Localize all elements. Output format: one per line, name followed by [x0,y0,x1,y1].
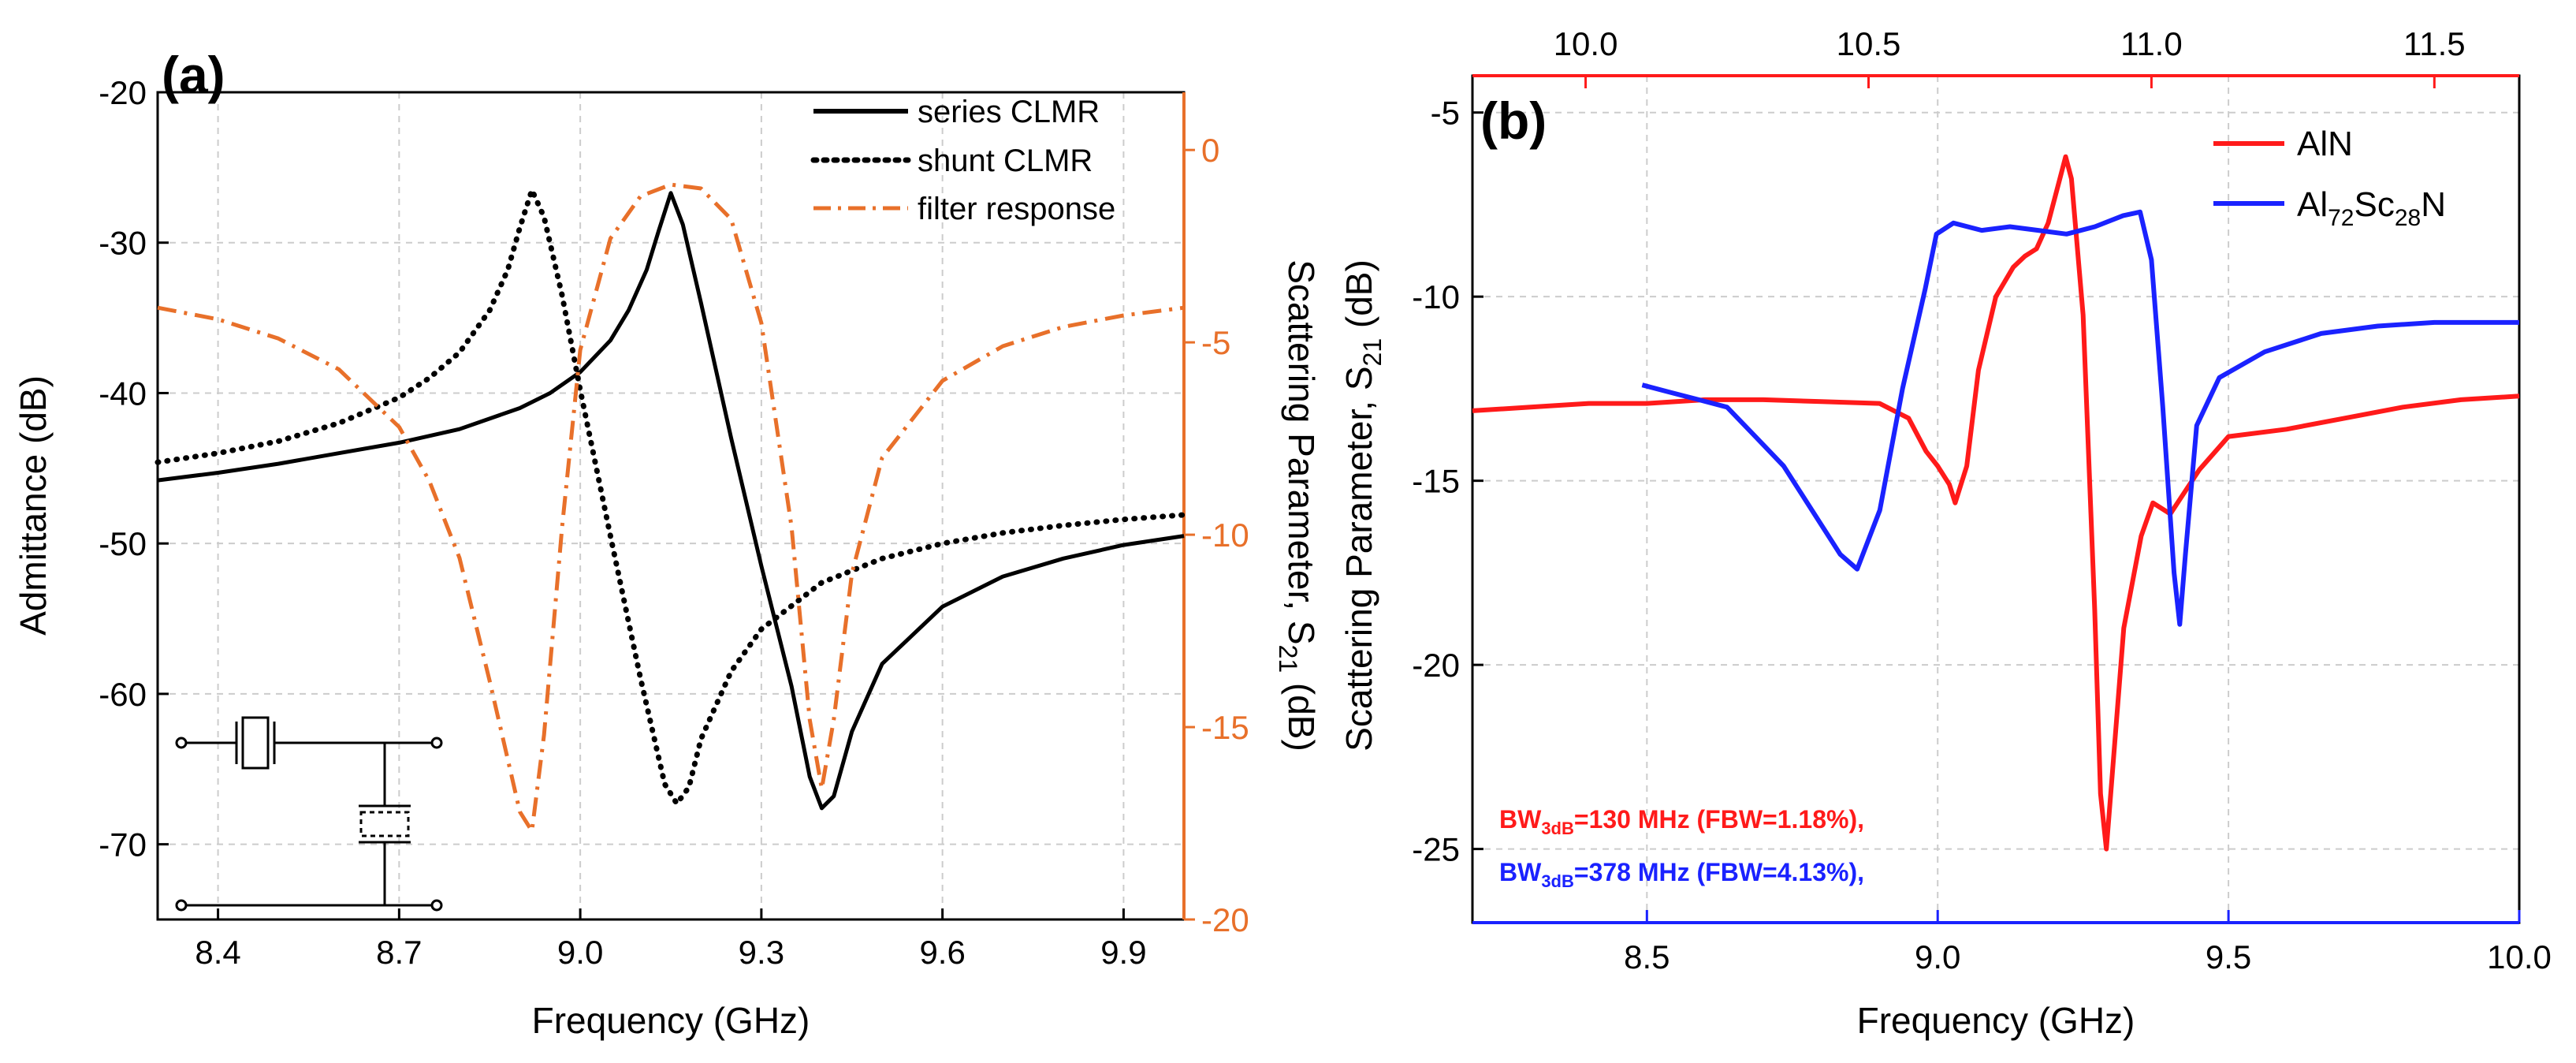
y-tick-label-right: -20 [1201,901,1249,938]
panel-b-y-ticks: -25 -20 -15 -10 -5 [1412,95,1483,868]
panel-a-grid [158,91,1184,919]
panel-b-legend: AlN Al72Sc28N [2213,125,2446,231]
panel-a-series [154,182,1187,834]
legend-series-clmr-label: series CLMR [918,95,1100,129]
y-tick-label: -20 [1412,647,1460,684]
y-tick-label-right: 0 [1201,132,1219,169]
aln-line [1472,154,2520,852]
panel-b-series [1472,154,2520,852]
panel-b-x-ticks-top: 10.0 10.5 11.0 11.5 [1554,25,2466,88]
x-tick-label: 8.7 [376,934,422,971]
x-tick-label-bottom: 8.5 [1624,938,1670,975]
x-tick-label: 9.0 [557,934,603,971]
x-tick-label-bottom: 10.0 [2487,938,2552,975]
x-tick-label-top: 10.5 [1837,25,1901,62]
panel-b: 8.5 9.0 9.5 10.0 10.0 10.5 11.0 11.5 -25 -20 -15… [1338,25,2552,1041]
x-tick-label-bottom: 9.5 [2206,938,2251,975]
panel-a-x-ticks: 8.4 8.7 9.0 9.3 9.6 9.9 [195,908,1147,971]
series-clmr-line [157,191,1185,811]
panel-b-x-axis-label: Frequency (GHz) [1857,1000,2135,1041]
x-tick-label: 9.3 [739,934,784,971]
y-tick-label-right: -10 [1201,517,1249,554]
y-tick-label-right: -5 [1201,324,1230,361]
shunt-clmr-line [154,187,1187,807]
y-tick-label: -15 [1412,463,1460,500]
x-tick-label-top: 11.5 [2403,25,2466,62]
x-tick-label: 8.4 [195,934,240,971]
panel-a-y-axis-label-left: Admittance (dB) [13,375,54,636]
panel-b-x-ticks-bottom: 8.5 9.0 9.5 10.0 [1624,910,2552,975]
bw-annotation-alsc: BW3dB=378 MHz (FBW=4.13%), [1499,858,1864,891]
bw-annotation-aln: BW3dB=130 MHz (FBW=1.18%), [1499,805,1864,838]
x-tick-label-top: 11.0 [2120,25,2183,62]
x-tick-label-bottom: 9.0 [1915,938,1960,975]
panel-a-y-axis-label-right: Scattering Parameter, S21 (dB) [1274,259,1322,752]
legend-filter-response-label: filter response [918,192,1115,226]
y-tick-label: -5 [1431,95,1460,132]
legend-aln-label: AlN [2297,125,2353,163]
panel-b-y-axis-label: Scattering Parameter, S21 (dB) [1338,259,1387,752]
filter-response-line [157,182,1185,834]
y-tick-label-left: -20 [99,74,147,111]
y-tick-label-left: -50 [99,525,147,562]
y-tick-label-right: -15 [1201,709,1249,746]
x-tick-label: 9.9 [1100,934,1146,971]
legend-alsc-label: Al72Sc28N [2297,185,2446,231]
panel-a-y-ticks-left: -70 -60 -50 -40 -30 -20 [99,74,169,863]
panel-a-y-ticks-right: -20 -15 -10 -5 0 [1184,132,1249,938]
alsc-n-line [1641,209,2519,627]
y-tick-label-left: -70 [99,826,147,863]
panel-a-legend: series CLMR shunt CLMR filter response [810,95,1115,226]
y-tick-label: -10 [1412,278,1460,315]
y-tick-label-left: -60 [99,676,147,713]
x-tick-label: 9.6 [919,934,965,971]
y-tick-label: -25 [1412,831,1460,868]
x-tick-label-top: 10.0 [1554,25,1618,62]
y-tick-label-left: -30 [99,225,147,262]
panel-a-x-axis-label: Frequency (GHz) [532,1000,810,1041]
y-tick-label-left: -40 [99,375,147,412]
panel-b-label: (b) [1480,91,1547,150]
panel-a-label: (a) [162,46,225,104]
circuit-schematic-icon [175,716,443,912]
legend-shunt-clmr-label: shunt CLMR [918,144,1093,178]
panel-a: 8.4 8.7 9.0 9.3 9.6 9.9 -70-60-50-40-30-20 -2… [13,46,1322,1041]
